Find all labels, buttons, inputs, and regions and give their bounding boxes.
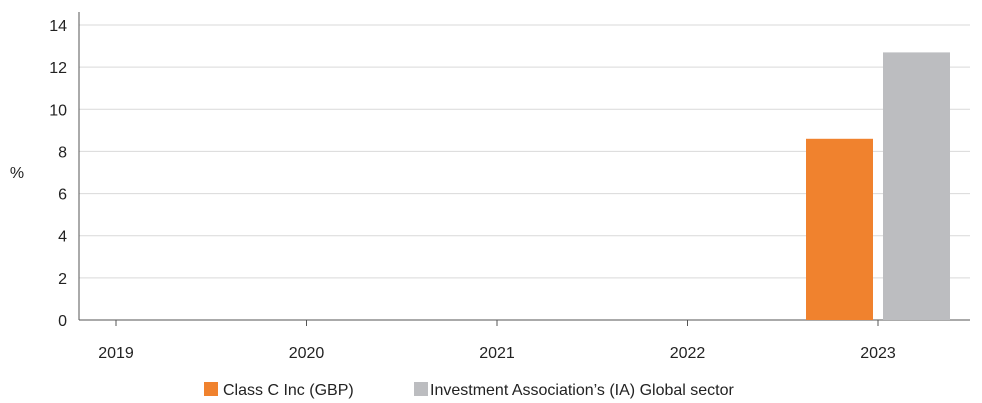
y-tick-label: 10 (49, 102, 67, 119)
y-tick-label: 6 (58, 187, 67, 204)
gridlines (79, 24, 970, 279)
legend-swatch (204, 382, 218, 396)
bar-class-c-inc-2023 (806, 138, 873, 320)
legend-label: Class C Inc (GBP) (223, 382, 354, 399)
y-tick-label: 8 (58, 144, 67, 161)
y-tick-label: 4 (58, 229, 67, 246)
bars (806, 52, 950, 321)
legend-swatch (414, 382, 428, 396)
x-tick-label: 2019 (98, 345, 134, 362)
legend: Class C Inc (GBP) Investment Association’… (204, 382, 735, 399)
y-tick-label: 2 (58, 271, 67, 288)
y-tick-label: 12 (49, 60, 67, 77)
x-tick-labels: 2019 2020 2021 2022 2023 (98, 345, 896, 362)
legend-label: Investment Association’s (IA) Global sec… (430, 382, 735, 399)
y-tick-label: 0 (58, 313, 67, 330)
x-tick-label: 2020 (289, 345, 325, 362)
y-axis-label: % (10, 165, 24, 182)
y-tick-labels: 0 2 4 6 8 10 12 14 (49, 18, 67, 330)
x-tick-label: 2022 (670, 345, 706, 362)
x-tick-label: 2021 (479, 345, 515, 362)
bar-ia-global-sector-2023 (883, 52, 950, 321)
x-tick-label: 2023 (860, 345, 896, 362)
y-tick-label: 14 (49, 18, 67, 35)
